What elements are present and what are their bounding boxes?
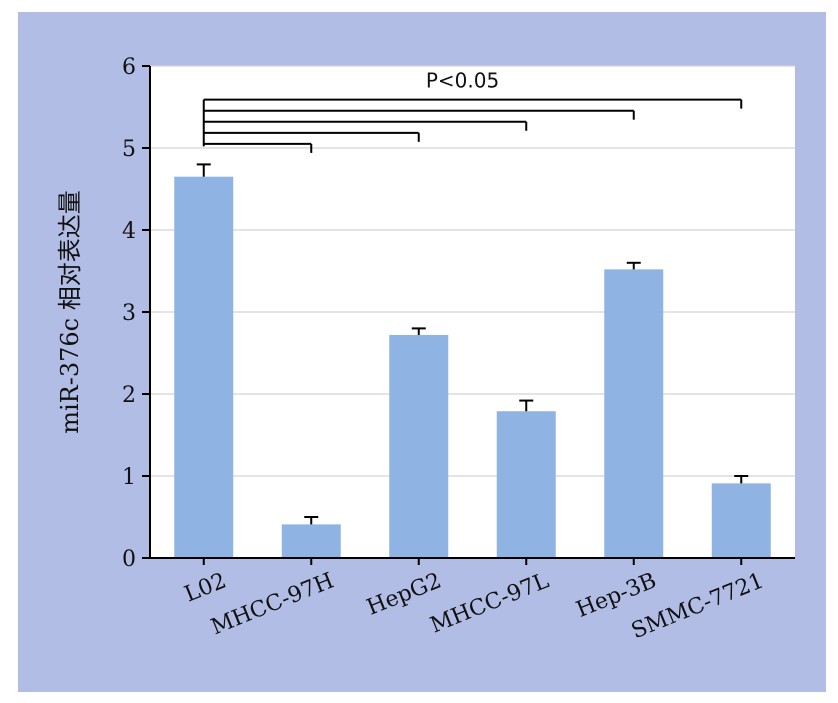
error-bars [196, 163, 749, 525]
y-tick-label-6: 6 [122, 55, 136, 80]
significance-label: P<0.05 [426, 69, 499, 93]
y-tick-label-5: 5 [122, 137, 136, 162]
bar-mhcc-97h [281, 524, 341, 558]
y-tick-label-2: 2 [122, 383, 136, 408]
bar-hep-3b [604, 269, 664, 558]
y-tick-label-1: 1 [122, 465, 136, 490]
y-axis-label: miR-376c 相对表达量 [56, 190, 84, 434]
y-tick-label-0: 0 [122, 547, 136, 572]
bar-smmc-7721 [711, 483, 771, 558]
bar-mhcc-97l [496, 411, 556, 558]
grid-lines [150, 65, 795, 477]
y-tick-label-3: 3 [122, 301, 136, 326]
y-tick-label-4: 4 [122, 219, 136, 244]
bar-l02 [174, 176, 234, 558]
bars [174, 176, 771, 558]
y-axis-ticks: 0 1 2 3 4 5 6 [122, 55, 150, 572]
significance-brackets [202, 98, 743, 153]
bar-hepg2 [389, 334, 449, 558]
